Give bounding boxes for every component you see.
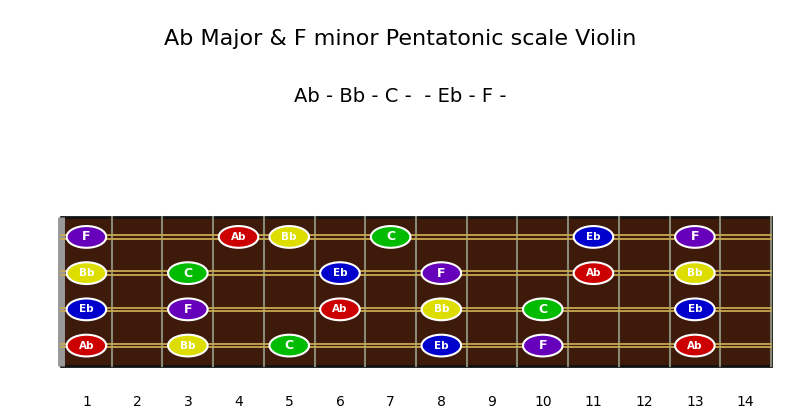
Text: Eb: Eb (586, 232, 601, 242)
Text: Ab: Ab (78, 341, 94, 351)
Ellipse shape (675, 335, 714, 356)
Ellipse shape (270, 335, 309, 356)
Ellipse shape (270, 226, 309, 248)
Ellipse shape (422, 298, 461, 320)
Text: Ab: Ab (586, 268, 602, 278)
Ellipse shape (422, 262, 461, 284)
Ellipse shape (574, 262, 614, 284)
Text: Ab: Ab (332, 304, 348, 315)
Ellipse shape (523, 298, 562, 320)
Ellipse shape (320, 298, 360, 320)
Text: Ab Major & F minor Pentatonic scale Violin: Ab Major & F minor Pentatonic scale Viol… (164, 29, 636, 49)
Text: Eb: Eb (79, 304, 94, 315)
Ellipse shape (66, 335, 106, 356)
Ellipse shape (218, 226, 258, 248)
Text: C: C (183, 267, 192, 280)
Text: Bb: Bb (78, 268, 94, 278)
Text: Eb: Eb (434, 341, 449, 351)
Ellipse shape (675, 298, 714, 320)
Ellipse shape (168, 262, 208, 284)
Bar (61, 217, 771, 366)
Text: F: F (437, 267, 446, 280)
Text: Ab - Bb - C -  - Eb - F -: Ab - Bb - C - - Eb - F - (294, 87, 506, 106)
Ellipse shape (168, 335, 208, 356)
Text: Ab: Ab (230, 232, 246, 242)
Text: F: F (690, 230, 699, 244)
Ellipse shape (422, 335, 461, 356)
Text: Bb: Bb (687, 268, 702, 278)
Ellipse shape (168, 298, 208, 320)
Text: C: C (538, 303, 547, 316)
Ellipse shape (66, 298, 106, 320)
Text: F: F (183, 303, 192, 316)
Text: C: C (285, 339, 294, 352)
Text: Bb: Bb (434, 304, 449, 315)
Ellipse shape (675, 262, 714, 284)
Ellipse shape (66, 226, 106, 248)
Ellipse shape (574, 226, 614, 248)
Text: F: F (538, 339, 547, 352)
Text: Ab: Ab (687, 341, 702, 351)
Ellipse shape (675, 226, 714, 248)
Text: Eb: Eb (333, 268, 347, 278)
Text: Bb: Bb (282, 232, 297, 242)
Text: F: F (82, 230, 90, 244)
Text: Eb: Eb (687, 304, 702, 315)
Ellipse shape (320, 262, 360, 284)
Ellipse shape (371, 226, 410, 248)
Text: C: C (386, 230, 395, 244)
Ellipse shape (66, 262, 106, 284)
Text: Bb: Bb (180, 341, 195, 351)
Ellipse shape (523, 335, 562, 356)
